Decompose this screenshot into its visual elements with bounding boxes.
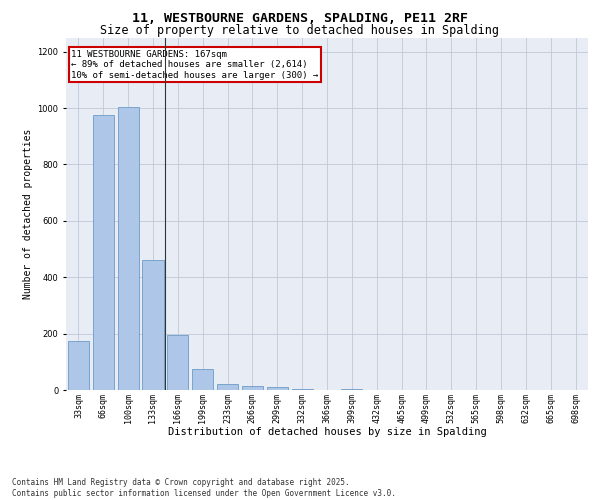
Text: Size of property relative to detached houses in Spalding: Size of property relative to detached ho… <box>101 24 499 37</box>
Bar <box>242 386 263 390</box>
Text: 11 WESTBOURNE GARDENS: 167sqm
← 89% of detached houses are smaller (2,614)
10% o: 11 WESTBOURNE GARDENS: 167sqm ← 89% of d… <box>71 50 319 80</box>
Bar <box>142 260 164 390</box>
Bar <box>93 115 114 390</box>
Bar <box>267 387 288 390</box>
Bar <box>192 369 213 390</box>
X-axis label: Distribution of detached houses by size in Spalding: Distribution of detached houses by size … <box>167 427 487 437</box>
Bar <box>292 388 313 390</box>
Bar <box>167 335 188 390</box>
Bar <box>68 340 89 390</box>
Text: Contains HM Land Registry data © Crown copyright and database right 2025.
Contai: Contains HM Land Registry data © Crown c… <box>12 478 396 498</box>
Bar <box>217 384 238 390</box>
Bar <box>118 106 139 390</box>
Text: 11, WESTBOURNE GARDENS, SPALDING, PE11 2RF: 11, WESTBOURNE GARDENS, SPALDING, PE11 2… <box>132 12 468 26</box>
Y-axis label: Number of detached properties: Number of detached properties <box>23 128 33 299</box>
Bar <box>341 388 362 390</box>
